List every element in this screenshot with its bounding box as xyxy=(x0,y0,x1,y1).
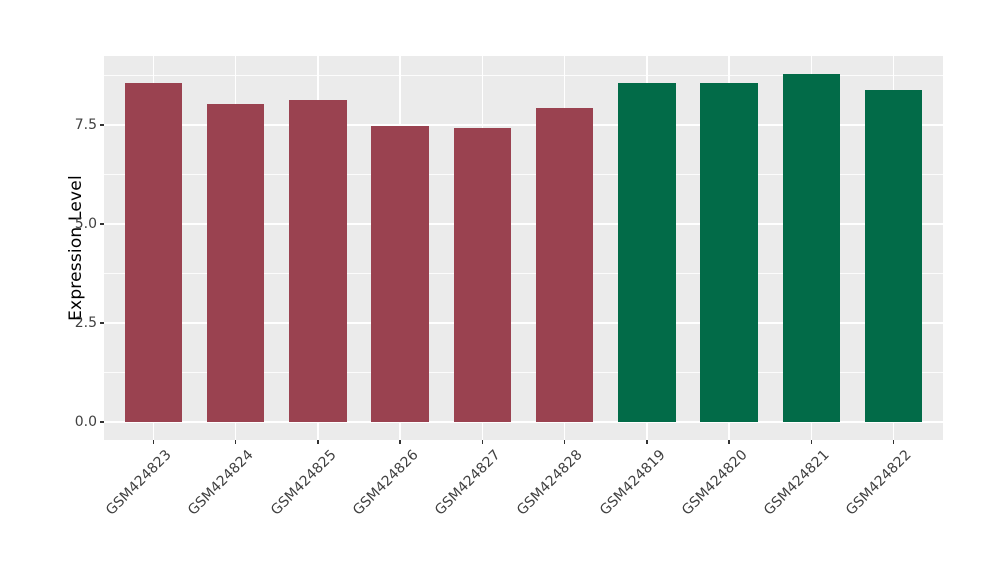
y-tick-label: 2.5 xyxy=(74,314,97,331)
bar-GSM424823 xyxy=(124,83,183,422)
x-tick-mark xyxy=(152,440,154,444)
gridline-minor-h xyxy=(104,75,943,76)
x-tick-mark xyxy=(728,440,730,444)
x-tick-label: GSM424823 xyxy=(103,447,175,519)
x-tick-label: GSM424824 xyxy=(185,447,257,519)
x-tick-label: GSM424821 xyxy=(761,447,833,519)
gridline-major-h xyxy=(104,322,943,324)
y-tick-label: 5.0 xyxy=(74,216,97,232)
y-tick-mark xyxy=(100,421,104,423)
x-tick-mark xyxy=(646,440,648,444)
x-tick-mark xyxy=(810,440,813,444)
bar-GSM424821 xyxy=(782,73,841,422)
bar-GSM424826 xyxy=(371,126,429,422)
bar-GSM424819 xyxy=(618,82,676,422)
x-tick-label: GSM424825 xyxy=(267,447,340,519)
gridline-minor-h xyxy=(104,174,943,175)
bar-GSM424825 xyxy=(289,99,347,422)
y-tick-label: 7.5 xyxy=(74,117,97,133)
y-tick-mark xyxy=(100,124,104,126)
bar-GSM424824 xyxy=(206,103,265,422)
x-tick-label: GSM424820 xyxy=(678,447,751,519)
bar-GSM424827 xyxy=(453,128,512,422)
x-tick-mark xyxy=(892,440,895,444)
bar-GSM424820 xyxy=(700,83,758,422)
y-tick-label: 0.0 xyxy=(74,413,97,430)
x-tick-mark xyxy=(317,440,319,444)
gridline-major-h xyxy=(104,124,943,126)
x-tick-mark xyxy=(481,440,484,444)
gridline-minor-h xyxy=(104,273,943,274)
bar-GSM424822 xyxy=(864,90,923,422)
x-tick-label: GSM424828 xyxy=(514,447,586,519)
gridline-minor-h xyxy=(104,372,943,373)
y-tick-mark xyxy=(100,322,104,324)
x-tick-label: GSM424822 xyxy=(843,447,915,519)
x-tick-label: GSM424827 xyxy=(432,447,504,519)
x-tick-mark xyxy=(399,440,401,444)
y-axis-title: Expression Level xyxy=(66,175,86,321)
gridline-major-h xyxy=(104,223,943,225)
bar-GSM424828 xyxy=(535,107,594,422)
x-tick-mark xyxy=(234,440,237,444)
gridline-major-h xyxy=(104,421,943,423)
x-tick-mark xyxy=(563,440,566,444)
x-tick-label: GSM424826 xyxy=(349,447,422,519)
y-tick-mark xyxy=(100,223,104,225)
plot-panel xyxy=(104,56,943,440)
x-tick-label: GSM424819 xyxy=(596,447,669,519)
